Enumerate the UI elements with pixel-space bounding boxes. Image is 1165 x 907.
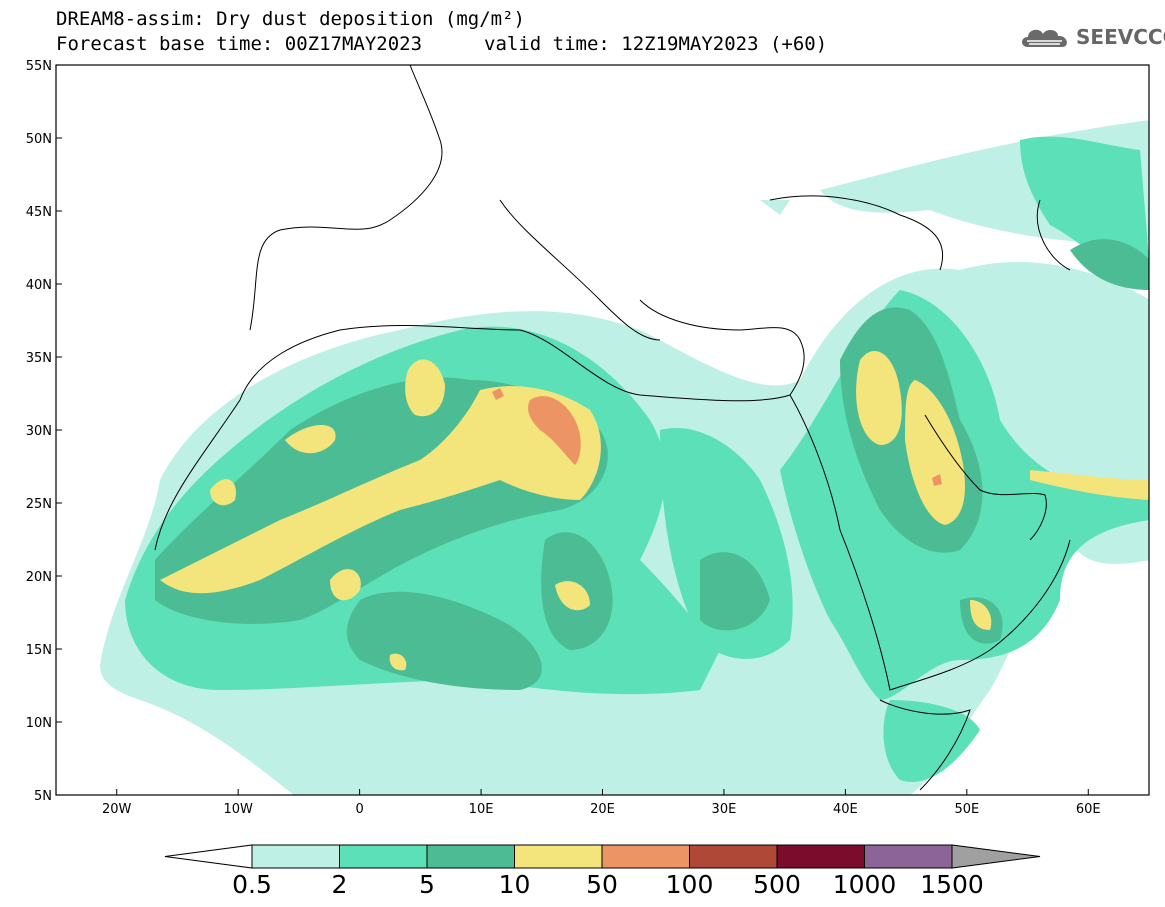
lat-tick-label: 5N <box>34 789 52 804</box>
lon-tick-label: 0 <box>355 802 363 817</box>
colorbar-label: 10 <box>499 870 531 899</box>
colorbar-label: 5 <box>419 870 435 899</box>
colorbar: 0.5 2 5 10 50 100 500 1000 1500 <box>164 844 1041 899</box>
colorbar-swatch <box>251 844 340 869</box>
lat-tick-label: 35N <box>26 351 52 366</box>
lat-tick-label: 10N <box>26 716 52 731</box>
colorbar-swatch <box>514 844 603 869</box>
latitude-axis: 55N 50N 45N 40N 35N 30N 25N 20N 15N 10N 5N <box>26 59 62 804</box>
colorbar-swatch <box>776 844 865 869</box>
colorbar-swatch <box>689 844 778 869</box>
colorbar-swatch <box>601 844 690 869</box>
lon-tick-label: 50E <box>954 802 979 817</box>
colorbar-label: 50 <box>586 870 618 899</box>
lat-tick-label: 20N <box>26 570 52 585</box>
logo-text: SEEVCCC <box>1076 25 1165 49</box>
lon-tick-label: 20E <box>590 802 615 817</box>
dust-fields <box>100 120 1149 795</box>
colorbar-swatch <box>864 844 953 869</box>
lat-tick-label: 40N <box>26 278 52 293</box>
lat-tick-label: 25N <box>26 497 52 512</box>
valid-time: valid time: 12Z19MAY2023 (+60) <box>484 33 828 55</box>
colorbar-over-arrow <box>951 844 1041 869</box>
longitude-axis: 20W 10W 0 10E 20E 30E 40E 50E 60E <box>102 789 1101 817</box>
forecast-base-time: Forecast base time: 00Z17MAY2023 <box>56 33 423 55</box>
colorbar-label: 500 <box>753 870 801 899</box>
lon-tick-label: 60E <box>1076 802 1101 817</box>
colorbar-label: 1500 <box>920 870 984 899</box>
lon-tick-label: 10W <box>223 802 253 817</box>
lon-tick-label: 30E <box>712 802 737 817</box>
cloud-icon <box>1022 29 1067 47</box>
lon-tick-label: 20W <box>102 802 132 817</box>
colorbar-label: 0.5 <box>232 870 272 899</box>
lat-tick-label: 55N <box>26 59 52 74</box>
deposition-level-10 <box>160 351 1149 671</box>
lat-tick-label: 30N <box>26 424 52 439</box>
colorbar-swatch <box>426 844 515 869</box>
lon-tick-label: 40E <box>833 802 858 817</box>
lon-tick-label: 10E <box>469 802 494 817</box>
seevccc-logo: SEEVCCC <box>1018 24 1165 50</box>
coastlines <box>154 65 1071 791</box>
map-title: DREAM8-assim: Dry dust deposition (mg/m²… <box>56 8 525 30</box>
colorbar-label: 2 <box>332 870 348 899</box>
colorbar-swatch <box>339 844 428 869</box>
lat-tick-label: 50N <box>26 132 52 147</box>
colorbar-label: 1000 <box>833 870 897 899</box>
deposition-level-50 <box>492 388 942 486</box>
colorbar-under-arrow <box>164 844 253 869</box>
colorbar-label: 100 <box>666 870 714 899</box>
lat-tick-label: 15N <box>26 643 52 658</box>
lat-tick-label: 45N <box>26 205 52 220</box>
